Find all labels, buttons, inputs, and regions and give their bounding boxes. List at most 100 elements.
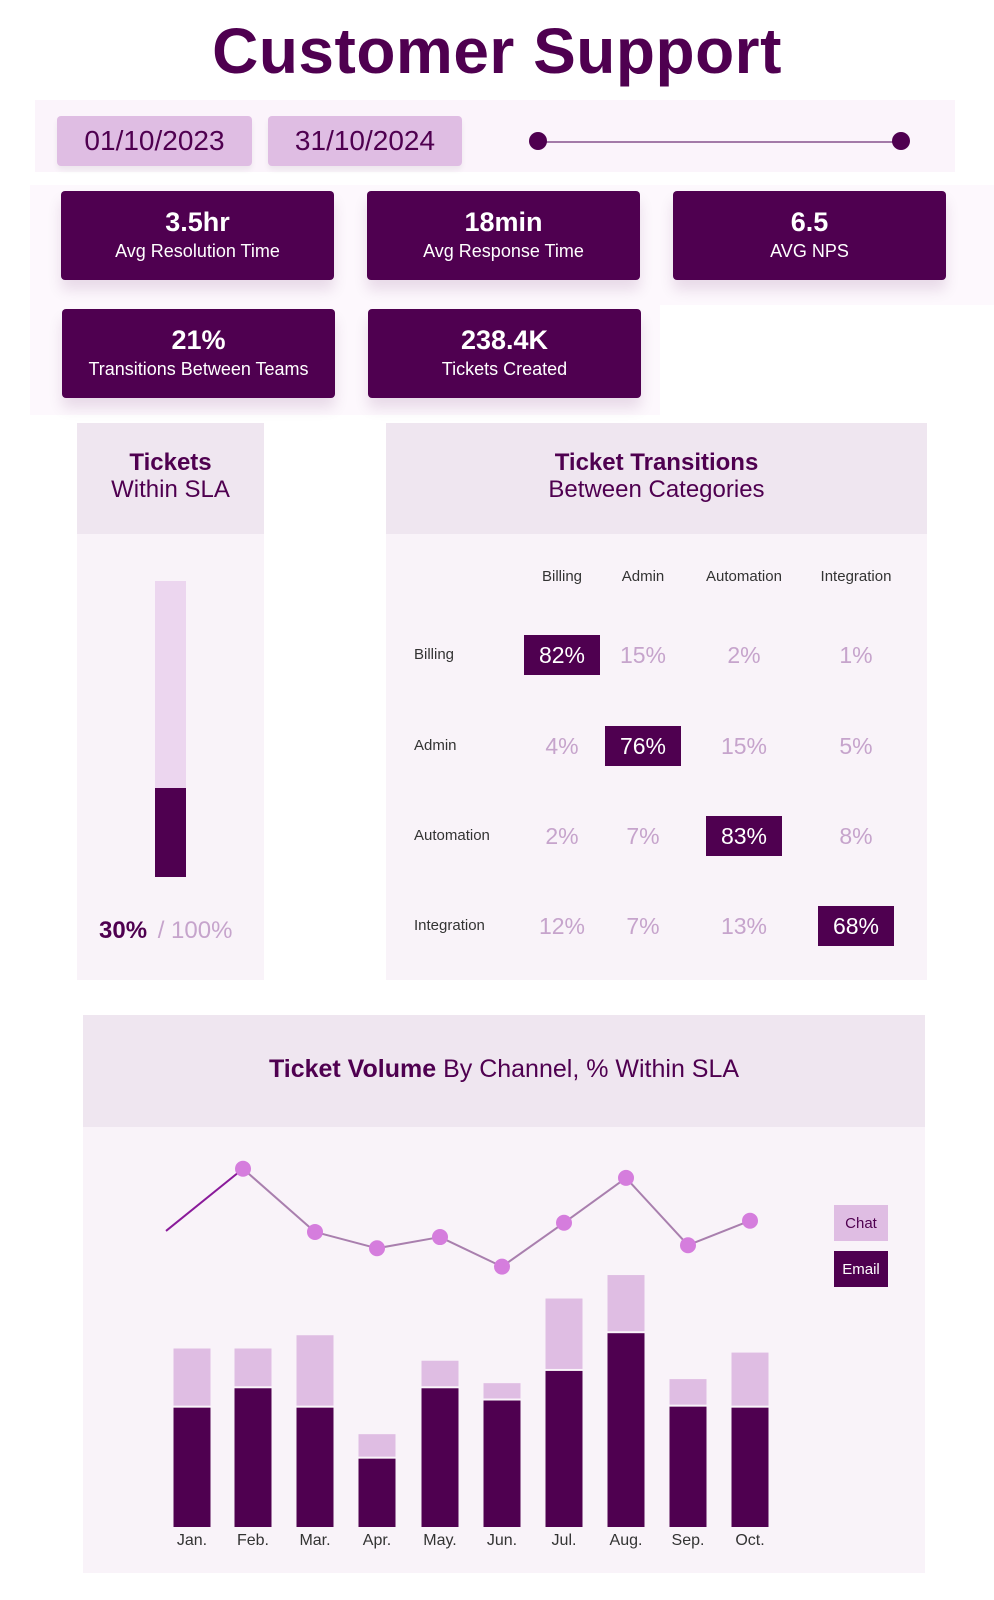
sla-title: Tickets [129,449,212,476]
matrix-cell: 4% [545,732,579,759]
slider-start-handle[interactable] [529,132,547,150]
kpi-tickets-created: 238.4K Tickets Created [368,309,641,398]
bar-chat [483,1383,521,1399]
x-tick-label: Sep. [671,1532,705,1549]
kpi-label: Transitions Between Teams [88,359,309,379]
kpi-value: 6.5 [790,207,829,237]
sla-line-segment [314,1230,378,1250]
kpi-value: 238.4K [460,325,549,355]
sla-point [235,1160,251,1177]
x-tick-label: Jul. [551,1532,577,1549]
x-tick-label: Feb. [236,1532,269,1549]
bar-chat [545,1298,583,1369]
x-tick-label: Apr. [362,1532,392,1549]
sla-point [494,1258,510,1275]
kpi-label: AVG NPS [770,241,849,261]
sla-point [680,1237,696,1254]
bar-email [234,1388,272,1527]
bar-email [296,1407,334,1527]
volume-title: Ticket Volume [268,1055,437,1083]
matrix-cell: 5% [839,732,873,759]
kpi-label: Avg Response Time [423,241,584,261]
date-range-slider[interactable] [537,141,900,143]
kpi-value: 21% [171,325,226,355]
kpi-avg-response: 18min Avg Response Time [367,191,640,280]
kpi-label: Tickets Created [441,359,568,379]
sla-line-segment [439,1236,503,1268]
sla-total: / 100% [157,917,233,944]
kpi-label: Avg Resolution Time [115,241,280,261]
bar-chat [234,1348,272,1387]
kpi-value: 18min [464,207,543,237]
kpi-avg-resolution: 3.5hr Avg Resolution Time [61,191,334,280]
sla-point [618,1169,634,1186]
matrix-cell: 15% [720,732,768,759]
sla-gauge [155,581,186,877]
sla-subtitle: Within SLA [111,476,230,503]
matrix-cell: 7% [626,822,660,849]
bar-email [358,1458,396,1527]
matrix-cell: 8% [839,822,873,849]
bar-email [669,1406,707,1527]
kpi-value: 3.5hr [165,207,230,237]
matrix-cell: 15% [619,641,667,668]
kpi-transitions: 21% Transitions Between Teams [62,309,335,398]
bar-email [731,1407,769,1527]
sla-point [742,1212,758,1229]
matrix-col-header: Automation [706,568,782,585]
x-tick-label: Jun. [486,1532,518,1549]
bar-email [483,1400,521,1527]
matrix-cell: 68% [818,906,894,946]
x-tick-label: Aug. [609,1532,643,1549]
matrix-row-header: Integration [414,917,485,934]
matrix-row-header: Admin [414,737,457,754]
kpi-avg-nps: 6.5 AVG NPS [673,191,946,280]
end-date-input[interactable]: 31/10/2024 [268,116,462,166]
matrix-cell: 7% [626,912,660,939]
sla-point [432,1229,448,1246]
legend-email: Email [834,1251,888,1287]
sla-line-segment [563,1177,627,1224]
sla-line-segment [625,1177,689,1246]
bar-email [545,1370,583,1527]
matrix-row-header: Billing [414,646,455,663]
sla-line-segment [687,1219,751,1247]
matrix-cell: 82% [524,635,600,675]
slider-end-handle[interactable] [892,132,910,150]
transitions-card: Ticket Transitions Between Categories Bi… [386,423,927,980]
matrix-cell: 76% [605,726,681,766]
bar-chat [296,1335,334,1406]
bar-email [607,1333,645,1527]
sla-value: 30% [99,917,148,944]
sla-gauge-fill [155,788,186,877]
transitions-subtitle: Between Categories [548,476,765,503]
sla-line-segment [165,1167,244,1232]
matrix-cell: 2% [545,822,579,849]
bar-chat [421,1360,459,1387]
matrix-cell: 13% [720,912,768,939]
sla-card: Tickets Within SLA 30% / 100% [77,423,264,980]
x-tick-label: Mar. [299,1532,331,1549]
matrix-col-header: Admin [621,568,665,585]
matrix-row-header: Automation [414,827,490,844]
matrix-cell: 12% [538,912,586,939]
matrix-cell: 2% [727,641,761,668]
x-tick-label: Jan. [176,1532,208,1549]
matrix-col-header: Integration [820,568,892,585]
volume-subtitle: By Channel, % Within SLA [443,1055,740,1083]
matrix-col-header: Billing [541,568,583,585]
sla-point [369,1240,385,1257]
matrix-cell: 1% [839,641,873,668]
sla-line-segment [501,1221,565,1268]
x-tick-label: Oct. [735,1532,765,1549]
bar-chat [358,1434,396,1457]
x-tick-label: May. [423,1532,457,1549]
start-date-input[interactable]: 01/10/2023 [57,116,252,166]
bar-chat [731,1352,769,1406]
transitions-title: Ticket Transitions [554,449,759,476]
bar-email [173,1407,211,1527]
bar-chat [669,1379,707,1405]
sla-line-segment [376,1236,441,1250]
matrix-cell: 83% [706,816,782,856]
